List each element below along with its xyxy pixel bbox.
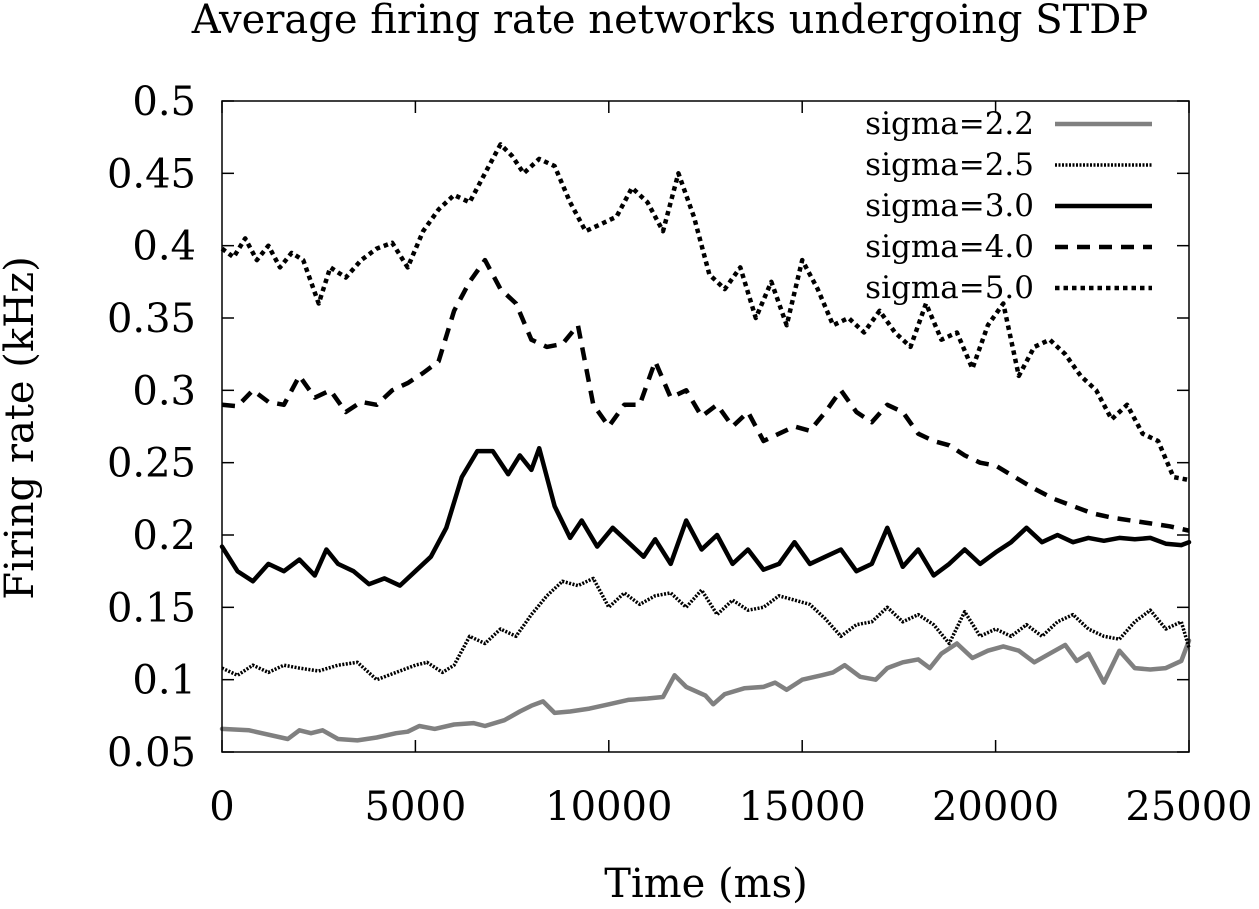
legend-label-2: sigma=2.5 [865, 147, 1034, 183]
chart-title: Average firing rate networks undergoing … [191, 0, 1149, 43]
x-tick-label: 20000 [932, 784, 1059, 830]
series-line-4 [221, 257, 1190, 533]
legend: sigma=2.2 sigma=2.5 sigma=3.0 sigma=4.0 sigm… [865, 106, 1152, 306]
x-tick-label: 0 [209, 784, 234, 830]
series-line-5 [220, 142, 1190, 483]
legend-label-5: sigma=5.0 [865, 270, 1034, 306]
y-tick-label: 0.05 [107, 730, 196, 776]
y-tick-label: 0.35 [107, 296, 196, 342]
plot-frame [221, 100, 1190, 753]
series-layer [219, 142, 1192, 743]
x-tick-label: 10000 [545, 784, 672, 830]
y-tick-label: 0.3 [132, 368, 196, 414]
y-tick-label: 0.2 [132, 513, 196, 559]
series-line-3 [219, 445, 1192, 588]
series-line-2 [221, 576, 1191, 682]
legend-label-3: sigma=3.0 [865, 188, 1034, 224]
x-tick-label: 15000 [739, 784, 866, 830]
x-tick-label: 25000 [1125, 784, 1252, 830]
legend-label-1: sigma=2.2 [865, 106, 1034, 142]
x-axis-label: Time (ms) [604, 861, 807, 907]
y-tick-label: 0.1 [132, 658, 196, 704]
y-tick-label: 0.25 [107, 441, 196, 487]
y-tick-label: 0.5 [132, 79, 196, 125]
x-tick-label: 5000 [365, 784, 467, 830]
y-axis-label: Firing rate (kHz) [0, 256, 43, 599]
y-tick-label: 0.4 [132, 224, 196, 270]
legend-label-4: sigma=4.0 [865, 229, 1034, 265]
series-line-1 [219, 638, 1192, 743]
axes-layer: 0.05 0.1 0.15 0.2 0.25 0.3 0.35 0.4 0.45 0.5 0 5000… [107, 79, 1253, 830]
y-tick-label: 0.15 [107, 585, 196, 631]
y-tick-label: 0.45 [107, 151, 196, 197]
